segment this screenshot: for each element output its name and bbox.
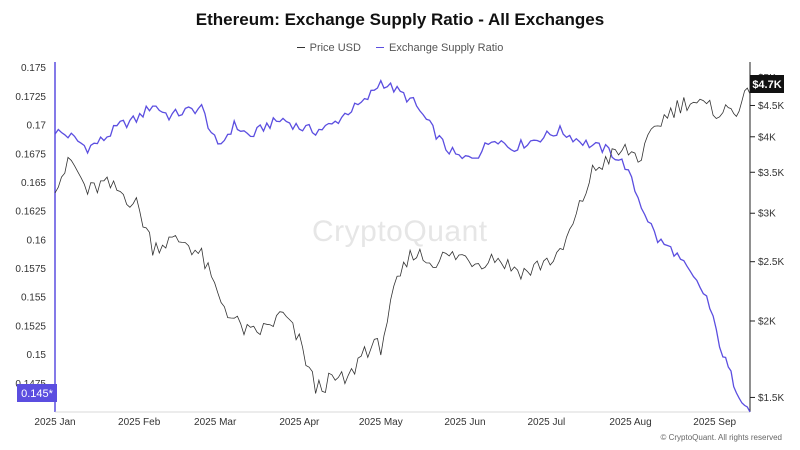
ratio-badge [17, 384, 57, 402]
series-line-price-usd [54, 87, 751, 394]
right-tick-label-3: $3.5K [758, 168, 784, 179]
left-axis-ticks: 0.175 0.1725 0.17 0.1675 0.165 0.1625 0.16 0.15… [15, 63, 46, 390]
left-tick-label-5: 0.1625 [15, 207, 46, 218]
left-tick-label-7: 0.1575 [15, 264, 46, 275]
x-axis-ticks: 2025 Jan 2025 Feb 2025 Mar 2025 Apr 2025 May… [34, 417, 736, 428]
x-tick-label-2: 2025 Mar [194, 417, 237, 428]
legend-item-price[interactable]: Price USD [296, 41, 361, 54]
left-tick-label-8: 0.155 [21, 293, 46, 304]
x-tick-label-4: 2025 May [359, 417, 403, 428]
left-tick-label-1: 0.1725 [15, 92, 46, 103]
right-tick-label-1: $4.5K [758, 101, 784, 112]
x-tick-label-5: 2025 Jun [444, 417, 485, 428]
x-tick-label-1: 2025 Feb [118, 417, 161, 428]
x-tick-label-6: 2025 Jul [527, 417, 565, 428]
left-tick-label-6: 0.16 [27, 235, 47, 246]
legend-item-ratio[interactable]: Exchange Supply Ratio [376, 42, 503, 54]
x-tick-label-8: 2025 Sep [693, 417, 736, 428]
left-tick-label-4: 0.165 [21, 178, 46, 189]
copyright-notice: © CryptoQuant. All rights reserved [660, 433, 783, 442]
right-tick-label-5: $2.5K [758, 257, 784, 268]
right-tick-label-2: $4K [758, 132, 776, 143]
left-tick-label-9: 0.1525 [15, 321, 46, 332]
ratio-badge-text: 0.145* [21, 388, 54, 400]
price-badge [750, 75, 784, 93]
legend-label-ratio: Exchange Supply Ratio [389, 41, 504, 54]
left-tick-label-10: 0.15 [27, 350, 47, 361]
right-tick-label-6: $2K [758, 316, 776, 327]
legend-swatch-price [296, 47, 305, 48]
left-tick-label-3: 0.1675 [15, 149, 46, 160]
chart-title: Ethereum: Exchange Supply Ratio - All Ex… [195, 10, 605, 29]
legend-swatch-ratio [376, 47, 385, 48]
x-tick-label-3: 2025 Apr [279, 417, 320, 428]
price-badge-text: $4.7K [752, 79, 781, 91]
left-tick-label-0: 0.175 [21, 63, 46, 74]
watermark: CryptoQuant [312, 215, 488, 248]
x-tick-label-0: 2025 Jan [34, 417, 75, 428]
x-tick-label-7: 2025 Aug [609, 417, 651, 428]
right-axis-ticks: $5K$4.5K$4K$3.5K$3K$2.5K$2K$1.5K [750, 73, 784, 404]
legend-label-price: Price USD [309, 41, 361, 54]
series-line-exchange-supply-ratio [54, 78, 751, 413]
legend: Price USD Exchange Supply Ratio [0, 39, 800, 54]
right-tick-label-7: $1.5K [758, 393, 784, 404]
left-tick-label-2: 0.17 [27, 121, 47, 132]
value-badges: 0.145* $4.7K [17, 75, 784, 402]
right-tick-label-4: $3K [758, 209, 776, 220]
series-layer [54, 78, 751, 413]
